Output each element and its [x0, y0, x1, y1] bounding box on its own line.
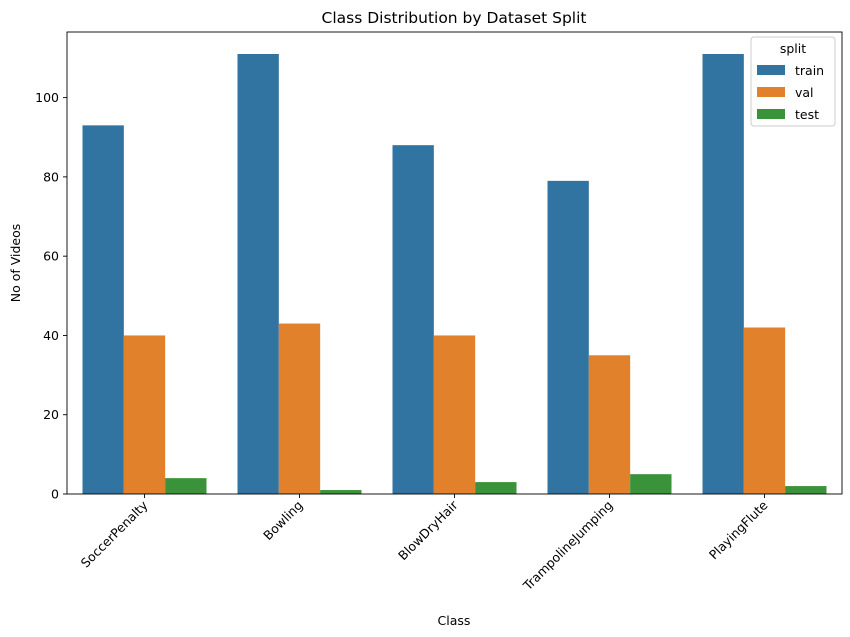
legend-title: split	[780, 41, 806, 56]
x-tick-label: BlowDryHair	[395, 497, 461, 563]
plot-frame	[66, 31, 843, 495]
y-tick-label: 20	[43, 407, 59, 422]
bar-val-BlowDryHair	[433, 335, 476, 494]
bar-train-PlayingFlute	[702, 54, 744, 494]
legend-label-val: val	[795, 85, 814, 100]
y-tick-label: 60	[43, 249, 59, 264]
bar-test-SoccerPenalty	[165, 478, 207, 494]
bar-train-SoccerPenalty	[82, 125, 124, 494]
bar-test-TrampolineJumping	[630, 474, 672, 494]
y-tick-label: 0	[51, 487, 59, 502]
bar-train-TrampolineJumping	[547, 180, 589, 494]
bar-val-PlayingFlute	[743, 327, 786, 494]
legend-label-test: test	[795, 107, 819, 122]
bar-val-Bowling	[278, 323, 321, 494]
y-tick-label: 100	[35, 90, 59, 105]
legend-box	[750, 36, 836, 127]
legend-swatch-train	[757, 65, 785, 75]
legend-swatch-val	[757, 87, 785, 97]
legend-swatch-test	[757, 109, 785, 119]
x-tick-label: Bowling	[260, 498, 305, 543]
x-tick-label: TrampolineJumping	[519, 498, 615, 594]
y-tick-label: 80	[43, 169, 59, 184]
bar-train-Bowling	[237, 54, 279, 494]
bar-val-TrampolineJumping	[588, 355, 631, 494]
x-tick-label: PlayingFlute	[706, 497, 771, 562]
bar-train-BlowDryHair	[392, 145, 434, 494]
y-axis-label: No of Videos	[8, 224, 23, 303]
bar-test-PlayingFlute	[785, 486, 827, 494]
bar-test-BlowDryHair	[475, 482, 517, 494]
chart-title: Class Distribution by Dataset Split	[322, 9, 587, 27]
legend-label-train: train	[795, 63, 824, 78]
x-tick-label: SoccerPenalty	[78, 497, 151, 570]
bar-test-Bowling	[320, 490, 362, 494]
bar-val-SoccerPenalty	[123, 335, 166, 494]
y-tick-label: 40	[43, 328, 59, 343]
legend: split train val test	[750, 36, 836, 127]
x-axis-label: Class	[438, 613, 471, 628]
